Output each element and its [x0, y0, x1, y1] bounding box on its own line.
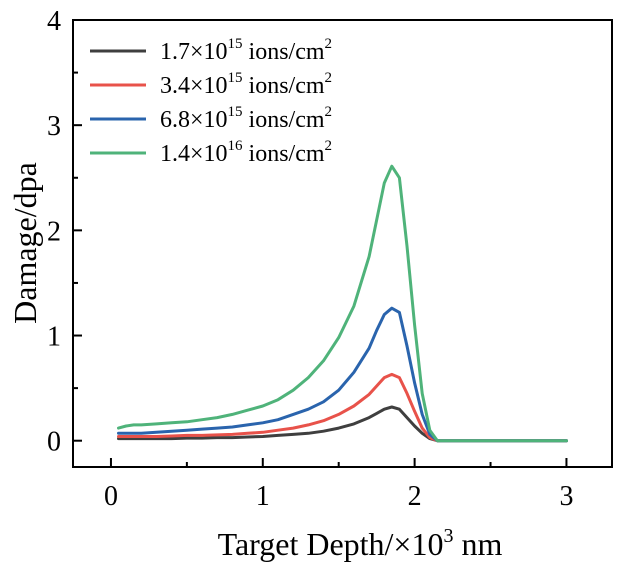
x-tick-label: 2: [408, 481, 422, 512]
legend-label-4: 1.4×1016 ions/cm2: [160, 138, 332, 167]
axis-ticks: [73, 19, 568, 467]
legend-label-1: 1.7×1015 ions/cm2: [160, 36, 332, 65]
tick-labels: 0 1 2 3 0 1 2 3 4: [47, 6, 573, 512]
x-tick-label: 3: [559, 481, 573, 512]
series-line-4: [117, 164, 568, 443]
y-tick-label: 3: [47, 111, 61, 142]
x-axis-title-main: Target Depth/×10: [218, 526, 444, 562]
y-tick-label: 2: [47, 216, 61, 247]
legend-label-2: 3.4×1015 ions/cm2: [160, 70, 332, 99]
x-axis-title-unit: nm: [453, 526, 502, 562]
legend: 1.7×1015 ions/cm2 3.4×1015 ions/cm2 6.8×10…: [90, 36, 332, 167]
series-lines: [117, 164, 568, 443]
y-tick-label: 0: [47, 427, 61, 458]
y-tick-label: 4: [47, 6, 61, 37]
plot-frame: [72, 19, 613, 468]
y-axis-title: Damage/dpa: [7, 162, 43, 324]
x-tick-label: 1: [256, 481, 270, 512]
x-axis-title: Target Depth/×103 nm: [218, 525, 503, 562]
x-axis-title-sup: 3: [443, 525, 453, 547]
legend-label-3: 6.8×1015 ions/cm2: [160, 104, 332, 133]
y-tick-label: 1: [47, 322, 61, 353]
x-tick-label: 0: [104, 481, 118, 512]
